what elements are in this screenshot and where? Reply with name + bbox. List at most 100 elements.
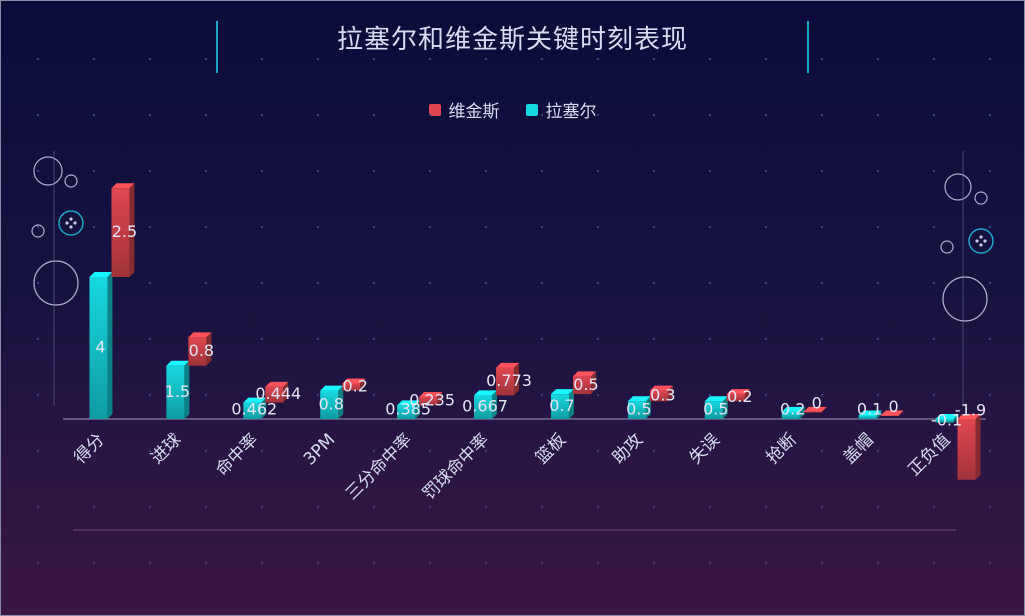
grid-dot	[652, 57, 656, 61]
legend-swatch-weijinsi	[428, 103, 441, 116]
grid-dot	[484, 337, 488, 341]
decor-bubble	[33, 260, 79, 306]
grid-dot	[484, 169, 488, 173]
decor-ring-dot	[979, 243, 983, 247]
bar-weijinsi-side	[360, 378, 366, 391]
grid-dot	[820, 561, 824, 565]
grid-dot	[316, 225, 320, 229]
grid-dot	[708, 561, 712, 565]
grid-dot	[428, 337, 432, 341]
bar-lasaier-side	[338, 385, 344, 419]
bar-lasaier-side	[799, 406, 805, 419]
grid-dot	[988, 393, 992, 397]
grid-dot	[36, 505, 40, 509]
grid-dot	[372, 505, 376, 509]
x-tick-label: 助攻	[609, 430, 647, 468]
decor-bubble	[64, 174, 78, 188]
grid-dot	[764, 225, 768, 229]
bar-lasaier-top	[474, 390, 498, 396]
bar-weijinsi-top	[419, 391, 443, 397]
value-label-weijinsi: 0.3	[650, 385, 675, 404]
grid-dot	[988, 561, 992, 565]
bar-lasaier-side	[415, 400, 421, 419]
bar-lasaier-top	[858, 410, 882, 416]
bar-lasaier-side	[722, 396, 728, 419]
grid-dot	[428, 169, 432, 173]
decor-bubble	[31, 224, 45, 238]
grid-dot	[876, 561, 880, 565]
bar-weijinsi-top	[265, 381, 289, 387]
bar-weijinsi	[572, 376, 591, 395]
grid-dot	[316, 561, 320, 565]
grid-dot	[932, 337, 936, 341]
grid-dot	[764, 57, 768, 61]
bar-lasaier-top	[935, 414, 959, 419]
grid-dot	[708, 393, 712, 397]
grid-dot	[372, 561, 376, 565]
bar-weijinsi-top	[649, 385, 673, 391]
bar-lasaier-top	[550, 389, 574, 395]
grid-dot	[540, 169, 544, 173]
grid-dot	[652, 281, 656, 285]
chart-title: 拉塞尔和维金斯关键时刻表现	[336, 25, 688, 55]
grid-dot	[764, 337, 768, 341]
bar-weijinsi-top	[111, 183, 135, 189]
grid-dot	[764, 393, 768, 397]
grid-dot	[204, 505, 208, 509]
bar-lasaier	[89, 277, 108, 419]
grid-dot	[36, 337, 40, 341]
bar-weijinsi-side	[898, 410, 904, 417]
decor-bubble	[33, 156, 63, 186]
grid-dot	[204, 113, 208, 117]
grid-dot	[708, 113, 712, 117]
grid-dot	[36, 57, 40, 61]
grid-dot	[372, 393, 376, 397]
bar-lasaier-top	[166, 360, 190, 366]
grid-dot	[316, 57, 320, 61]
decor-ring-dot	[65, 221, 69, 225]
bar-weijinsi-top	[188, 332, 212, 338]
grid-dot	[204, 169, 208, 173]
legend-label-lasaier: 拉塞尔	[545, 102, 597, 122]
grid-dot	[596, 281, 600, 285]
grid-dot	[428, 281, 432, 285]
legend-item-weijinsi[interactable]: 维金斯	[428, 97, 500, 122]
grid-dot	[876, 393, 880, 397]
bar-weijinsi-side	[206, 332, 212, 366]
decor-ring	[58, 210, 84, 236]
decor-ring-dot	[979, 235, 983, 239]
decor-ring-dot	[983, 239, 987, 243]
decor-ring	[968, 228, 994, 254]
legend-item-lasaier[interactable]: 拉塞尔	[525, 97, 597, 122]
grid-dot	[484, 57, 488, 61]
bar-weijinsi	[111, 188, 130, 277]
grid-dot	[148, 281, 152, 285]
grid-dot	[596, 505, 600, 509]
grid-dot	[540, 281, 544, 285]
grid-dot	[260, 225, 264, 229]
grid-dot	[372, 225, 376, 229]
bar-weijinsi-side	[514, 362, 520, 396]
bar-lasaier	[243, 402, 262, 419]
grid-dot	[148, 393, 152, 397]
grid-dot	[932, 113, 936, 117]
grid-dot	[708, 505, 712, 509]
decor-bubble	[942, 276, 988, 322]
grid-dot	[932, 393, 936, 397]
bar-lasaier-top	[781, 406, 805, 412]
bar-lasaier	[704, 401, 723, 419]
grid-dot	[148, 561, 152, 565]
grid-dot	[820, 281, 824, 285]
grid-dot	[932, 169, 936, 173]
grid-dot	[92, 113, 96, 117]
grid-dot	[876, 505, 880, 509]
grid-dot	[988, 505, 992, 509]
bar-lasaier-side	[107, 272, 113, 419]
grid-dot	[92, 561, 96, 565]
grid-dot	[596, 337, 600, 341]
grid-dot	[428, 505, 432, 509]
grid-dot	[316, 449, 320, 453]
grid-dot	[36, 561, 40, 565]
grid-dot	[204, 449, 208, 453]
bar-weijinsi-top	[726, 389, 750, 395]
